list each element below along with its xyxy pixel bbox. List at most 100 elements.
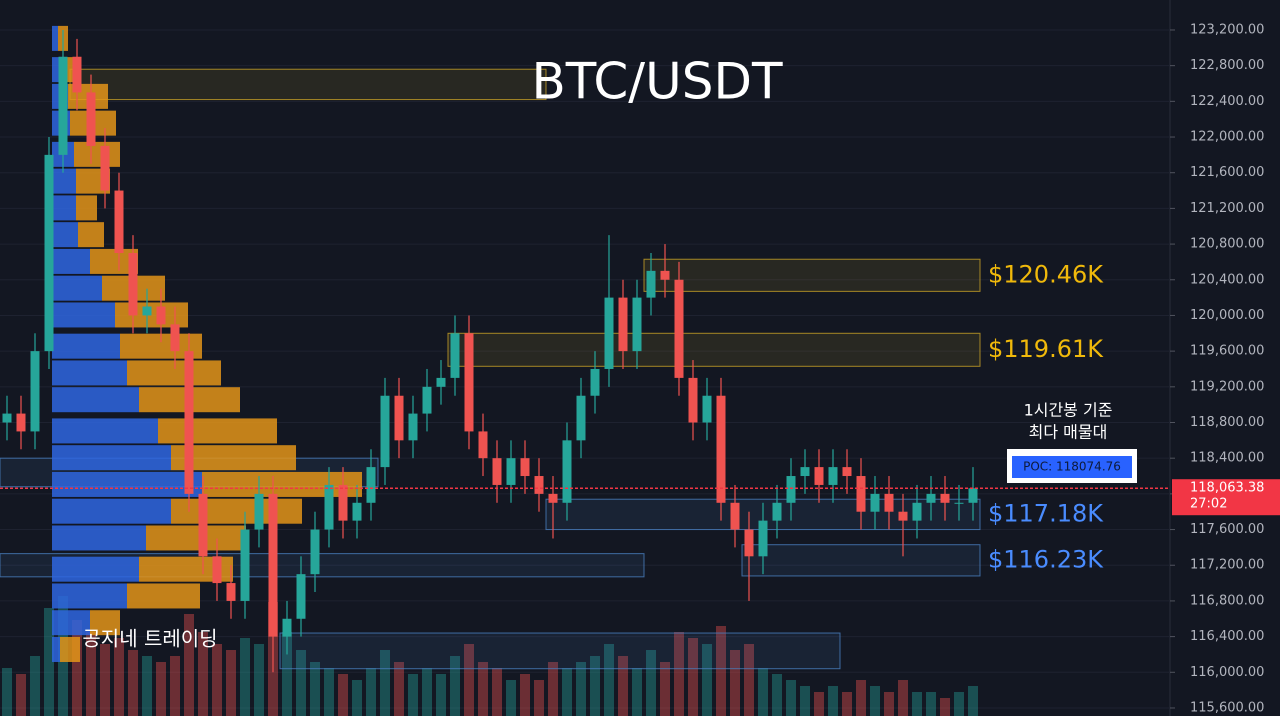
volume-bar bbox=[478, 662, 488, 716]
volume-bar bbox=[604, 644, 614, 716]
candle-body bbox=[884, 493, 894, 512]
y-tick-label: 118,400.00 bbox=[1190, 451, 1264, 466]
profile-down bbox=[76, 195, 97, 221]
zone-label: $119.61K bbox=[988, 335, 1104, 363]
candle-body bbox=[394, 395, 404, 441]
volume-bar bbox=[226, 650, 236, 716]
candle-body bbox=[814, 467, 824, 485]
volume-bar bbox=[660, 662, 670, 716]
candle-body bbox=[366, 467, 376, 503]
poc-inner bbox=[1012, 456, 1132, 478]
y-tick-label: 119,600.00 bbox=[1190, 344, 1264, 359]
profile-up bbox=[52, 25, 58, 51]
last-price-label: 118,063.38 bbox=[1190, 481, 1264, 496]
candle-body bbox=[520, 458, 530, 477]
zone-label: $117.18K bbox=[988, 499, 1104, 527]
candle-body bbox=[940, 493, 950, 503]
zone bbox=[643, 258, 981, 292]
candle-body bbox=[44, 154, 54, 352]
profile-up bbox=[52, 525, 146, 551]
volume-bar bbox=[814, 692, 824, 716]
poc-label: POC: 118074.76 bbox=[1023, 460, 1121, 474]
profile-up bbox=[52, 222, 78, 248]
volume-bar bbox=[324, 668, 334, 716]
candle-body bbox=[100, 145, 110, 191]
chart-title: BTC/USDT bbox=[531, 53, 783, 111]
volume-bar bbox=[716, 626, 726, 716]
zone bbox=[279, 632, 841, 670]
candle-body bbox=[758, 520, 768, 557]
volume-bar bbox=[968, 686, 978, 716]
candle-body bbox=[338, 484, 348, 521]
candle-body bbox=[702, 395, 712, 423]
candle-body bbox=[226, 583, 236, 601]
profile-up bbox=[52, 583, 127, 609]
volume-bar bbox=[464, 644, 474, 716]
volume-bar bbox=[786, 680, 796, 716]
candle-body bbox=[800, 467, 810, 477]
volume-bar bbox=[954, 692, 964, 716]
candle-body bbox=[380, 395, 390, 468]
zone bbox=[447, 332, 981, 367]
watermark: 공지네 트레이딩 bbox=[82, 627, 217, 651]
candle-body bbox=[590, 368, 600, 396]
candle-body bbox=[730, 502, 740, 530]
volume-bar bbox=[562, 668, 572, 716]
volume-bar bbox=[828, 686, 838, 716]
candle-body bbox=[58, 56, 68, 155]
profile-down bbox=[146, 525, 246, 551]
volume-bar bbox=[898, 680, 908, 716]
candle-body bbox=[170, 324, 180, 352]
candle-body bbox=[408, 413, 418, 441]
candle-body bbox=[744, 529, 754, 557]
volume-bar bbox=[128, 650, 138, 716]
volume-bar bbox=[744, 644, 754, 716]
candle-body bbox=[660, 270, 670, 280]
volume-bar bbox=[408, 674, 418, 716]
volume-bar bbox=[548, 662, 558, 716]
candle-body bbox=[128, 252, 138, 316]
candle-body bbox=[2, 413, 12, 423]
profile-up bbox=[52, 302, 115, 328]
candle-body bbox=[352, 502, 362, 521]
y-tick-label: 120,000.00 bbox=[1190, 308, 1264, 323]
profile-down bbox=[171, 498, 302, 524]
candle-body bbox=[618, 297, 628, 352]
volume-bar bbox=[492, 668, 502, 716]
profile-up bbox=[52, 248, 90, 274]
volume-bar bbox=[212, 644, 222, 716]
y-tick-label: 120,400.00 bbox=[1190, 272, 1264, 287]
candle-body bbox=[632, 297, 642, 352]
volume-bar bbox=[156, 662, 166, 716]
candle-body bbox=[562, 440, 572, 503]
candle-body bbox=[324, 484, 334, 530]
volume-bar bbox=[352, 680, 362, 716]
candle-body bbox=[912, 502, 922, 521]
countdown-label: 27:02 bbox=[1190, 497, 1227, 512]
volume-bar bbox=[940, 698, 950, 716]
volume-bar bbox=[702, 644, 712, 716]
profile-down bbox=[60, 636, 80, 662]
volume-bar bbox=[380, 650, 390, 716]
candle-body bbox=[478, 431, 488, 459]
candle-body bbox=[450, 333, 460, 378]
y-tick-label: 122,800.00 bbox=[1190, 58, 1264, 73]
annotation: 1시간봉 기준 bbox=[1024, 401, 1113, 420]
y-tick-label: 117,200.00 bbox=[1190, 558, 1264, 573]
candle-body bbox=[786, 476, 796, 503]
candle-body bbox=[772, 502, 782, 521]
volume-bar bbox=[366, 668, 376, 716]
volume-bar bbox=[800, 686, 810, 716]
profile-up bbox=[52, 195, 76, 221]
candle-body bbox=[296, 574, 306, 619]
candle-body bbox=[842, 467, 852, 477]
volume-bar bbox=[184, 614, 194, 716]
volume-bar bbox=[254, 644, 264, 716]
volume-bar bbox=[870, 686, 880, 716]
candle-body bbox=[72, 56, 82, 93]
profile-down bbox=[90, 610, 120, 636]
profile-down bbox=[127, 360, 221, 386]
volume-bar bbox=[450, 656, 460, 716]
candle-body bbox=[156, 306, 166, 325]
